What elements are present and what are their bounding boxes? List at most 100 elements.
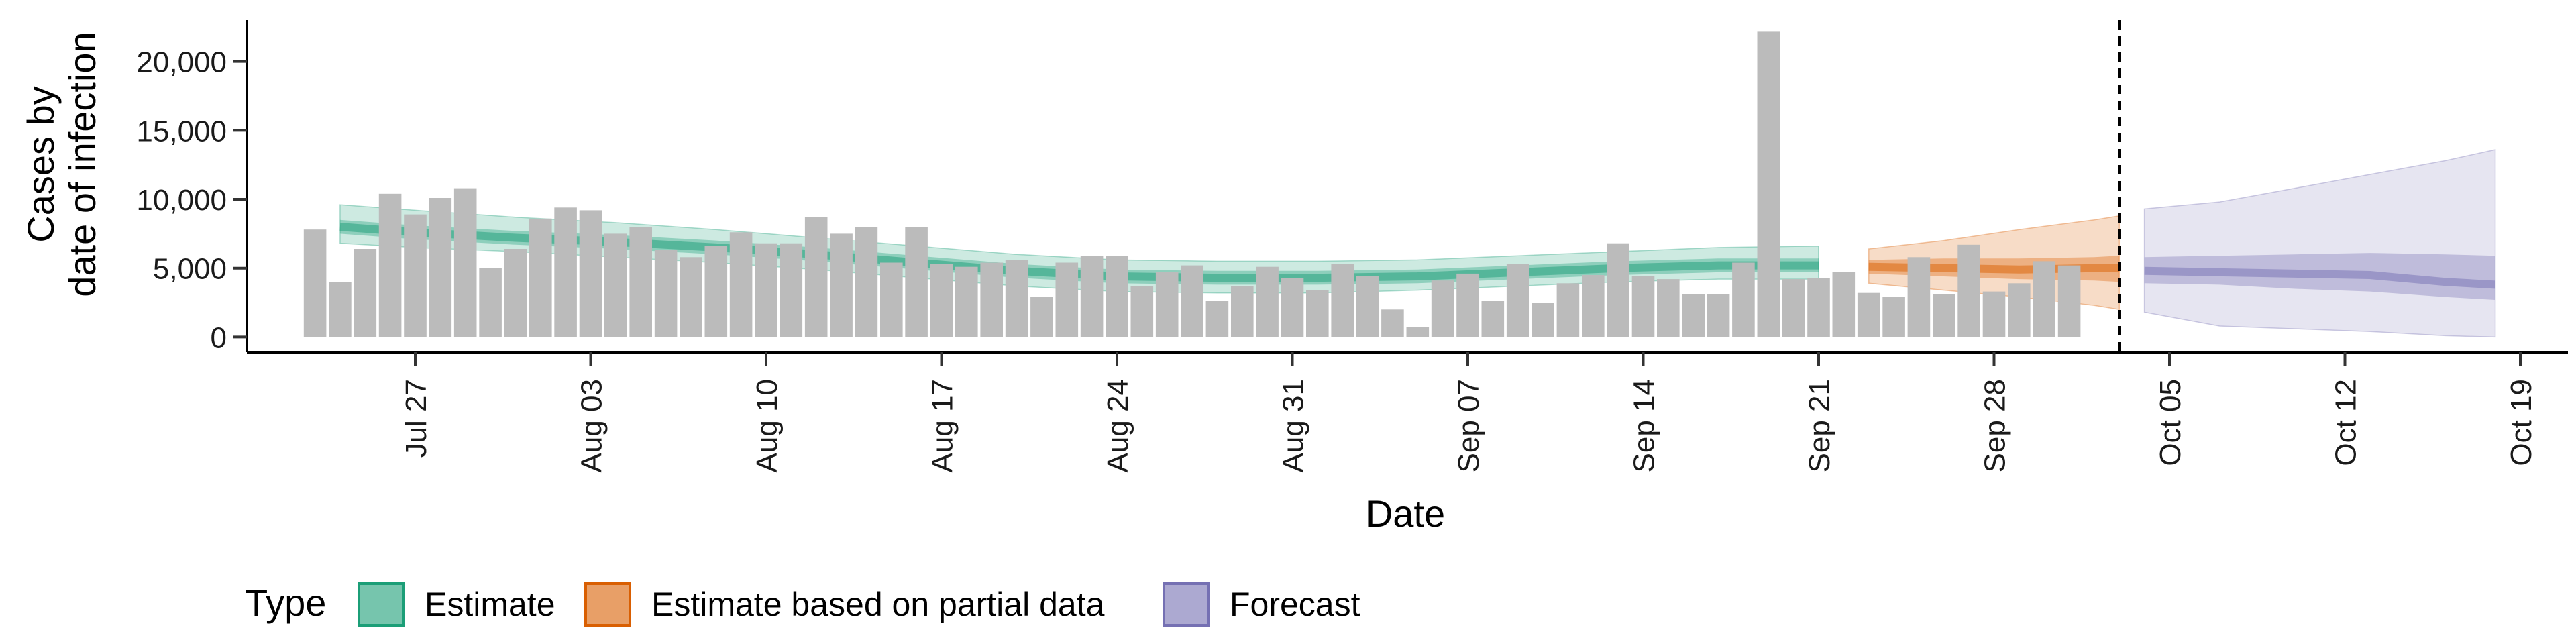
case-bar xyxy=(729,232,753,337)
case-bar xyxy=(504,249,527,337)
case-bar xyxy=(680,257,702,337)
y-tick-label: 20,000 xyxy=(136,46,227,79)
case-bar xyxy=(529,218,552,337)
legend-key xyxy=(584,582,631,627)
case-bar xyxy=(378,193,402,337)
case-bar xyxy=(329,282,352,337)
case-bar xyxy=(880,262,903,337)
case-bar xyxy=(404,214,427,337)
case-bar xyxy=(855,227,878,337)
case-bar xyxy=(780,243,803,337)
reported-case-bars xyxy=(303,31,2081,337)
case-bar xyxy=(554,207,577,337)
case-bar xyxy=(1807,278,1830,337)
x-axis-ticks: Jul 27 Aug 03 Aug 10 Aug 17 Aug 24 Aug 31 Sep … xyxy=(400,352,2538,472)
series-2 xyxy=(2143,149,2496,338)
case-bar xyxy=(654,250,678,337)
x-tick-label: Sep 28 xyxy=(1979,379,2012,472)
case-bar xyxy=(804,217,828,337)
case-bar xyxy=(704,246,728,337)
case-bar xyxy=(354,249,377,337)
legend-label: Estimate xyxy=(425,586,555,623)
x-tick-label: Sep 21 xyxy=(1803,379,1836,472)
case-bar xyxy=(1982,291,2006,337)
case-bar xyxy=(1055,262,1079,337)
case-bar xyxy=(1832,272,1856,337)
case-bar xyxy=(1481,301,1505,337)
case-bar xyxy=(1532,303,1554,337)
y-tick-label: 15,000 xyxy=(136,115,227,148)
case-bar xyxy=(1556,283,1580,337)
median-line xyxy=(1868,262,2120,274)
case-bar xyxy=(955,266,978,337)
case-bar xyxy=(980,262,1003,337)
case-bar xyxy=(1281,278,1304,337)
case-bar xyxy=(1381,309,1404,337)
case-bar xyxy=(1356,276,1379,337)
legend-label: Forecast xyxy=(1230,586,1360,623)
legend: Type Estimate Estimate based on partial d… xyxy=(245,582,1360,627)
case-bar xyxy=(629,227,652,337)
x-tick-label: Jul 27 xyxy=(400,379,433,458)
y-axis-title: Cases by date of infection xyxy=(19,32,103,297)
case-bar xyxy=(2033,261,2055,337)
case-bar xyxy=(579,210,602,337)
x-tick-label: Oct 19 xyxy=(2505,379,2538,466)
case-bar xyxy=(1080,256,1104,337)
case-bar xyxy=(1205,301,1229,337)
y-axis-ticks: 0 5,000 10,000 15,000 20,000 xyxy=(136,46,247,354)
x-tick-label: Sep 07 xyxy=(1452,379,1485,472)
x-tick-label: Aug 31 xyxy=(1277,379,1310,472)
case-bar xyxy=(1506,264,1529,337)
case-bar xyxy=(429,198,452,337)
x-tick-label: Oct 12 xyxy=(2330,379,2363,466)
x-tick-label: Aug 10 xyxy=(751,379,784,472)
case-bar xyxy=(755,243,777,337)
x-tick-label: Oct 05 xyxy=(2154,379,2187,466)
case-bar xyxy=(2008,283,2031,337)
legend-title: Type xyxy=(245,582,326,624)
case-bar xyxy=(1005,260,1028,337)
case-bar xyxy=(1607,243,1629,337)
y-tick-label: 5,000 xyxy=(153,253,227,286)
case-bar xyxy=(1957,244,1980,337)
median-line xyxy=(2144,266,2496,289)
x-tick-label: Aug 24 xyxy=(1102,379,1134,472)
case-bar xyxy=(1331,264,1354,337)
x-tick-label: Aug 17 xyxy=(926,379,959,472)
case-bar xyxy=(1582,275,1605,337)
x-axis-title: Date xyxy=(1366,492,1445,535)
case-bar xyxy=(1406,327,1430,337)
case-bar xyxy=(930,264,953,337)
y-axis-title-line-2: date of infection xyxy=(61,32,103,297)
case-bar xyxy=(1657,279,1680,337)
legend-label: Estimate based on partial data xyxy=(651,586,1105,623)
case-bar xyxy=(1857,292,1880,337)
case-bar xyxy=(1030,297,1053,337)
y-axis-title-line-1: Cases by xyxy=(19,86,62,242)
case-bar xyxy=(1231,286,1254,337)
case-bar xyxy=(1256,266,1279,337)
case-bar xyxy=(1431,280,1454,337)
ci-50-band xyxy=(339,219,1819,285)
case-bar xyxy=(1882,297,1905,337)
case-bar xyxy=(1155,272,1179,337)
case-bar xyxy=(1456,273,1479,337)
case-bar xyxy=(1757,31,1780,337)
y-tick-label: 0 xyxy=(211,321,227,354)
case-bar xyxy=(1933,294,1955,337)
case-bar xyxy=(1130,286,1154,337)
case-bar xyxy=(1306,290,1329,337)
axes xyxy=(246,20,2568,354)
case-bar xyxy=(604,233,627,337)
case-bar xyxy=(1682,294,1705,337)
case-bar xyxy=(1782,279,1805,337)
case-bar xyxy=(479,268,502,337)
case-bar xyxy=(453,188,477,337)
legend-key xyxy=(1163,582,1210,627)
legend-key xyxy=(358,582,405,627)
x-tick-label: Aug 03 xyxy=(576,379,608,472)
ci-90-band xyxy=(2143,149,2496,338)
case-bar xyxy=(905,227,928,337)
